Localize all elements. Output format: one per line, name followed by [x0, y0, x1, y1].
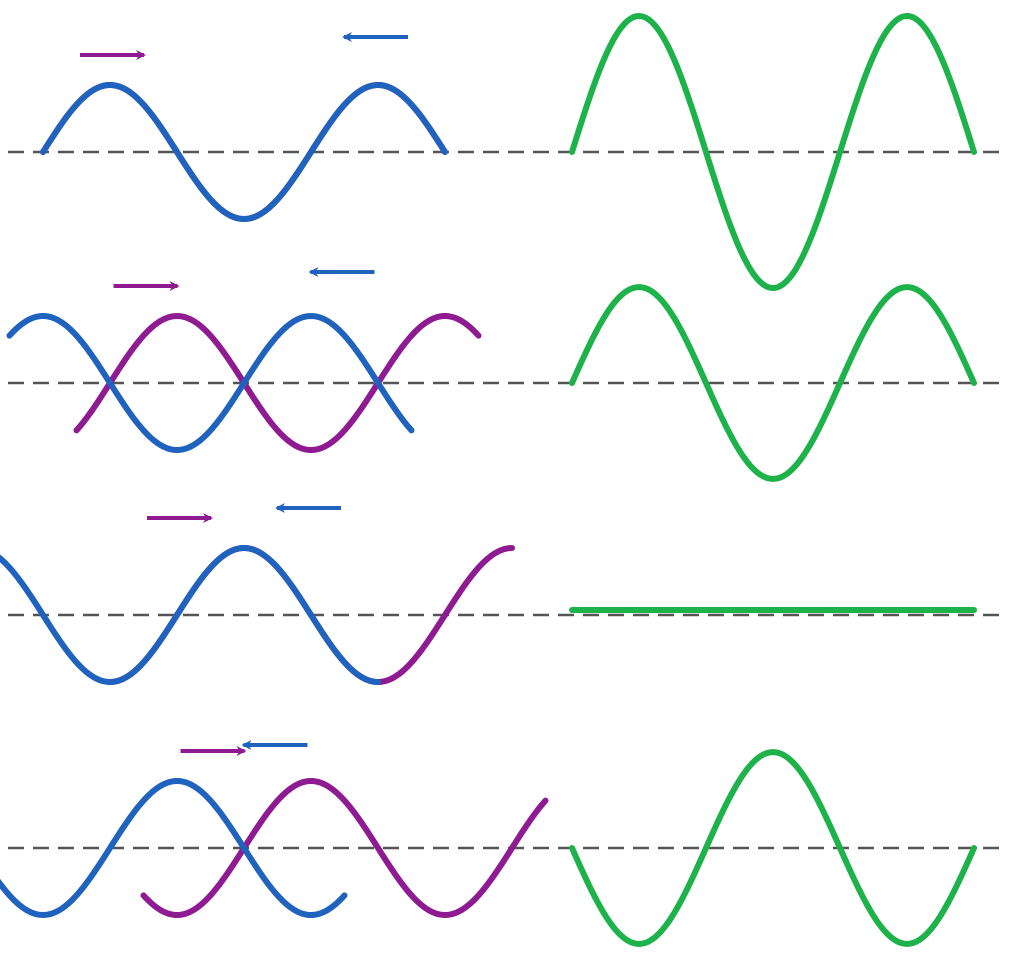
resultant-standing-wave: [569, 749, 977, 947]
wave-row: [6, 267, 1008, 482]
resultant-standing-wave: [569, 284, 977, 482]
resultant-standing-wave: [569, 13, 977, 291]
rows-layer: [0, 13, 1008, 947]
wave-row: [0, 503, 1008, 685]
wave-row: [0, 740, 1008, 947]
wave-row: [8, 13, 1008, 291]
leftward-wave: [0, 778, 348, 918]
leftward-wave: [0, 545, 381, 685]
leftward-wave: [40, 82, 448, 222]
leftward-wave: [6, 313, 415, 453]
rightward-wave: [73, 313, 482, 453]
rightward-wave: [140, 778, 549, 918]
